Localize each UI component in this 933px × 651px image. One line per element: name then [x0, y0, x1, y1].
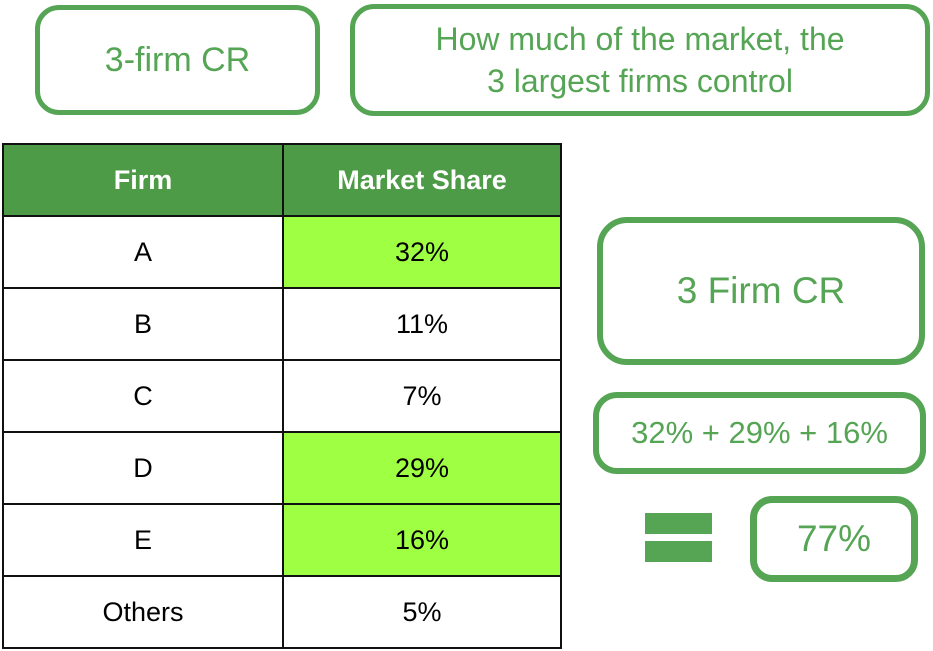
term-box: 3-firm CR [35, 5, 320, 115]
share-cell: 16% [282, 503, 562, 577]
sum-expression: 32% + 29% + 16% [631, 415, 888, 450]
share-cell: 32% [282, 215, 562, 289]
definition-box: How much of the market, the 3 largest fi… [350, 4, 930, 116]
table-row: D 29% [2, 431, 562, 505]
result-box: 77% [750, 496, 918, 582]
term-label: 3-firm CR [104, 40, 251, 79]
share-cell: 29% [282, 431, 562, 505]
equals-icon [645, 513, 712, 562]
table-row: E 16% [2, 503, 562, 577]
result-value: 77% [796, 518, 872, 559]
table-row: A 32% [2, 215, 562, 289]
cr-label: 3 Firm CR [676, 270, 846, 311]
table-row: C 7% [2, 359, 562, 433]
definition-line-1: How much of the market, the [435, 20, 845, 57]
column-header-market-share: Market Share [282, 143, 562, 217]
market-share-table: Firm Market Share A 32% B 11% C 7% [2, 143, 562, 649]
equals-bar-top [645, 513, 712, 534]
table-row: B 11% [2, 287, 562, 361]
cr-box: 3 Firm CR [597, 217, 925, 365]
sum-box: 32% + 29% + 16% [593, 392, 926, 474]
share-cell: 11% [282, 287, 562, 361]
table-header-row: Firm Market Share [2, 143, 562, 217]
firm-cell: C [2, 359, 284, 433]
firm-cell: Others [2, 575, 284, 649]
firm-cell: A [2, 215, 284, 289]
share-cell: 5% [282, 575, 562, 649]
firm-cell: B [2, 287, 284, 361]
firm-cell: D [2, 431, 284, 505]
definition-line-2: 3 largest firms control [487, 63, 793, 99]
equals-bar-bottom [645, 541, 712, 562]
firm-cell: E [2, 503, 284, 577]
column-header-firm: Firm [2, 143, 284, 217]
table-row: Others 5% [2, 575, 562, 649]
share-cell: 7% [282, 359, 562, 433]
definition-text: How much of the market, the 3 largest fi… [435, 18, 844, 102]
